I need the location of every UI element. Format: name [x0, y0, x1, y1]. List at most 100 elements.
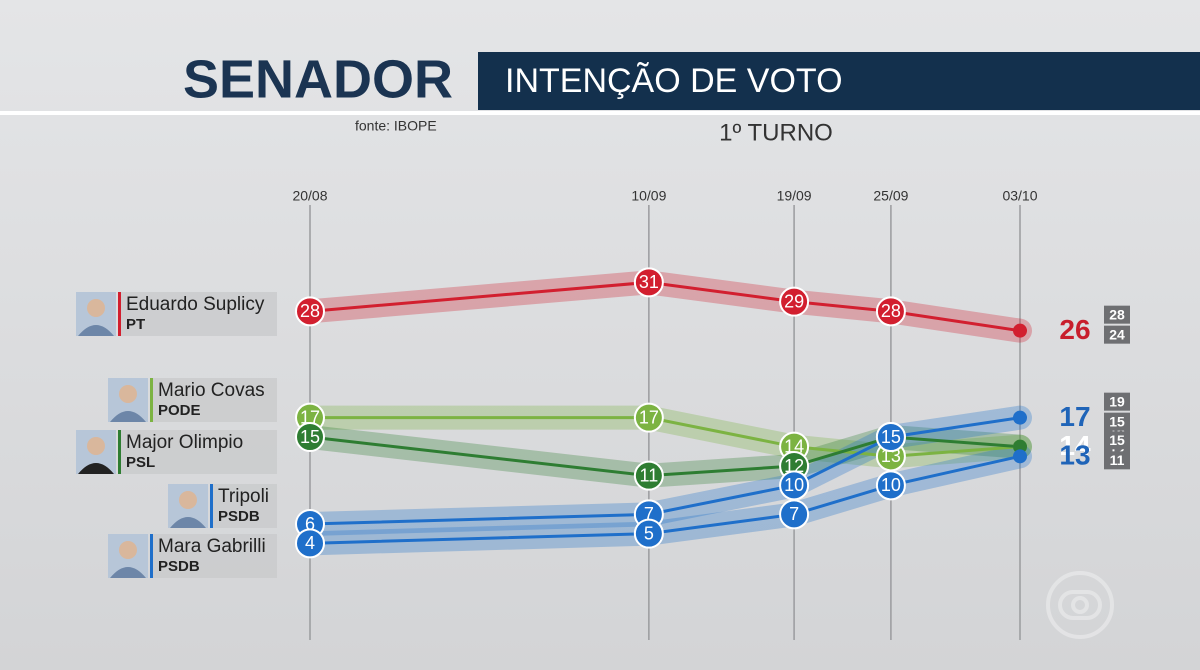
legend-name: Tripoli: [218, 486, 269, 507]
legend-photo: [108, 378, 148, 422]
point: [875, 470, 906, 501]
point: [295, 422, 325, 452]
end-value: 14: [1059, 430, 1091, 461]
x-tick-label: 03/10: [1002, 188, 1037, 204]
legend-photo: [108, 534, 148, 578]
point-label: 12: [784, 456, 804, 476]
header-bar: [478, 52, 1200, 110]
legend-bar: [118, 430, 121, 474]
photo-body: [170, 517, 206, 528]
chart-title: SENADOR: [183, 49, 453, 109]
legend-bar: [118, 292, 121, 336]
margin-label: 15: [1109, 432, 1125, 448]
end-point: [1013, 410, 1027, 425]
photo-body: [78, 325, 114, 336]
point-label: 7: [789, 504, 799, 524]
photo-head: [119, 385, 137, 403]
legend-name: Eduardo Suplicy: [126, 294, 265, 315]
source: fonte: IBOPE: [355, 118, 437, 134]
legend-box: [150, 378, 277, 422]
legend-box: [118, 292, 277, 336]
x-tick-label: 25/09: [873, 188, 908, 204]
legend-party: PSDB: [218, 508, 260, 525]
point: [633, 460, 664, 491]
x-tick-label: 19/09: [777, 188, 812, 204]
legend-party: PSDB: [158, 558, 200, 575]
point-label: 31: [639, 272, 659, 292]
photo-body: [78, 463, 114, 474]
end-point: [1013, 323, 1027, 338]
point: [633, 402, 664, 433]
point-label: 11: [640, 465, 659, 485]
point: [295, 528, 325, 559]
end-point: [1013, 449, 1027, 464]
legend-box: [210, 484, 277, 528]
photo-head: [87, 299, 105, 317]
photo-head: [179, 491, 197, 509]
end-point: [1013, 439, 1027, 454]
end-value: 14: [1059, 430, 1091, 461]
legend-party: PSL: [126, 454, 155, 471]
point-label: 15: [881, 427, 901, 447]
photo-head: [119, 541, 137, 559]
legend-photo: [76, 430, 116, 474]
round-label: 1º TURNO: [719, 119, 833, 146]
point-label: 6: [305, 514, 315, 534]
legend-photo: [76, 292, 116, 336]
point-label: 15: [300, 427, 320, 447]
legend-box: [150, 534, 277, 578]
header-rule: [0, 111, 1200, 115]
legend-bar: [150, 378, 153, 422]
point-label: 10: [881, 475, 901, 495]
point: [295, 296, 325, 327]
point: [633, 267, 664, 298]
legend-name: Mara Gabrilli: [158, 536, 266, 557]
legend-bar: [210, 484, 213, 528]
point-label: 29: [784, 291, 804, 311]
margin-label: 24: [1109, 326, 1125, 342]
x-tick-label: 20/08: [292, 188, 327, 204]
end-value: 13: [1059, 440, 1090, 471]
point-label: 17: [639, 407, 659, 427]
end-value: 17: [1059, 401, 1090, 432]
photo-body: [110, 411, 146, 422]
margin-box: [1104, 325, 1130, 344]
margin-label: 11: [1110, 452, 1125, 468]
legend-box: [118, 430, 277, 474]
point: [875, 296, 906, 327]
margin-box: [1104, 392, 1130, 411]
margin-box: [1104, 305, 1130, 324]
point: [779, 286, 810, 317]
broadcaster-logo: [1046, 571, 1114, 639]
margin-label: 15: [1109, 413, 1125, 429]
legend-photo: [168, 484, 208, 528]
point-label: 28: [300, 301, 320, 321]
legend-name: Mario Covas: [158, 380, 265, 401]
point-label: 28: [881, 301, 901, 321]
points: 28312928171714131511121567101545710: [295, 267, 1027, 559]
point: [875, 422, 906, 452]
photo-body: [110, 567, 146, 578]
end-value: 26: [1059, 314, 1090, 345]
margin-box: [1104, 451, 1130, 470]
point: [633, 518, 664, 549]
margin-box: [1104, 412, 1130, 431]
point-label: 14: [784, 436, 804, 456]
point-label: 7: [644, 504, 654, 524]
point-label: 17: [300, 407, 320, 427]
x-tick-label: 10/09: [631, 188, 666, 204]
legend-bar: [150, 534, 153, 578]
legend-party: PT: [126, 316, 145, 333]
photo-head: [87, 437, 105, 455]
legend-party: PODE: [158, 402, 201, 419]
margin-label: 19: [1109, 393, 1125, 409]
point-label: 10: [784, 475, 804, 495]
point-label: 4: [305, 533, 315, 553]
legend-name: Major Olimpio: [126, 432, 243, 453]
point-label: 5: [644, 523, 654, 543]
margin-box: [1104, 431, 1130, 450]
chart-subtitle: INTENÇÃO DE VOTO: [505, 62, 843, 100]
margin-label: 28: [1109, 306, 1125, 322]
point: [779, 499, 810, 530]
